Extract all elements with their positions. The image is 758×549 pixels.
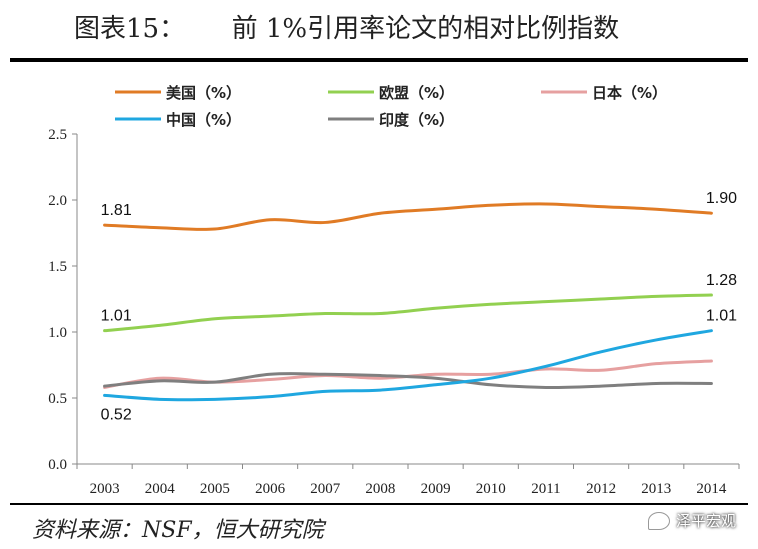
- bottom-rule: [10, 503, 748, 505]
- y-tick-label: 2.5: [48, 127, 67, 143]
- series-line-3: [103, 329, 713, 402]
- data-label: 1.28: [706, 272, 737, 289]
- x-tick-label: 2012: [586, 481, 616, 497]
- legend-label: 印度（%）: [379, 111, 454, 129]
- series-line-0: [103, 202, 713, 231]
- top-rule: [10, 58, 748, 62]
- x-tick-label: 2007: [310, 481, 341, 497]
- watermark-text: 泽平宏观: [675, 512, 736, 530]
- legend-label: 中国（%）: [166, 111, 241, 129]
- x-tick-label: 2009: [421, 481, 451, 497]
- data-label: 1.90: [706, 190, 737, 207]
- x-tick-label: 2005: [200, 481, 230, 497]
- chat-bubble-icon: [647, 511, 670, 530]
- series-line-1: [103, 293, 713, 333]
- legend-label: 日本（%）: [592, 84, 667, 102]
- data-label: 1.01: [706, 308, 737, 325]
- legend-label: 欧盟（%）: [379, 84, 454, 102]
- y-tick-label: 0.0: [48, 457, 67, 473]
- x-tick-label: 2004: [145, 481, 176, 497]
- source-note: 资料来源：NSF，恒大研究院: [32, 518, 324, 543]
- data-label: 0.52: [101, 406, 132, 423]
- x-tick-label: 2013: [641, 481, 671, 497]
- chart-title: 图表15： 前 1%引用率论文的相对比例指数: [74, 8, 754, 45]
- watermark: 泽平宏观: [647, 510, 736, 531]
- x-tick-label: 2010: [476, 481, 506, 497]
- x-tick-label: 2011: [531, 481, 560, 497]
- series-line-4: [103, 372, 713, 389]
- x-tick-label: 2003: [90, 481, 120, 497]
- y-tick-label: 0.5: [48, 391, 67, 407]
- title-prefix: 图表15：: [74, 14, 186, 44]
- y-tick-label: 2.0: [48, 193, 67, 209]
- legend-label: 美国（%）: [166, 84, 241, 102]
- x-tick-label: 2014: [696, 481, 727, 497]
- y-tick-label: 1.5: [48, 259, 67, 275]
- data-label: 1.01: [101, 308, 132, 325]
- data-label: 1.81: [101, 202, 132, 219]
- x-tick-label: 2008: [365, 481, 395, 497]
- y-tick-label: 1.0: [48, 325, 67, 341]
- x-tick-label: 2006: [255, 481, 286, 497]
- title-main: 前 1%引用率论文的相对比例指数: [231, 14, 620, 44]
